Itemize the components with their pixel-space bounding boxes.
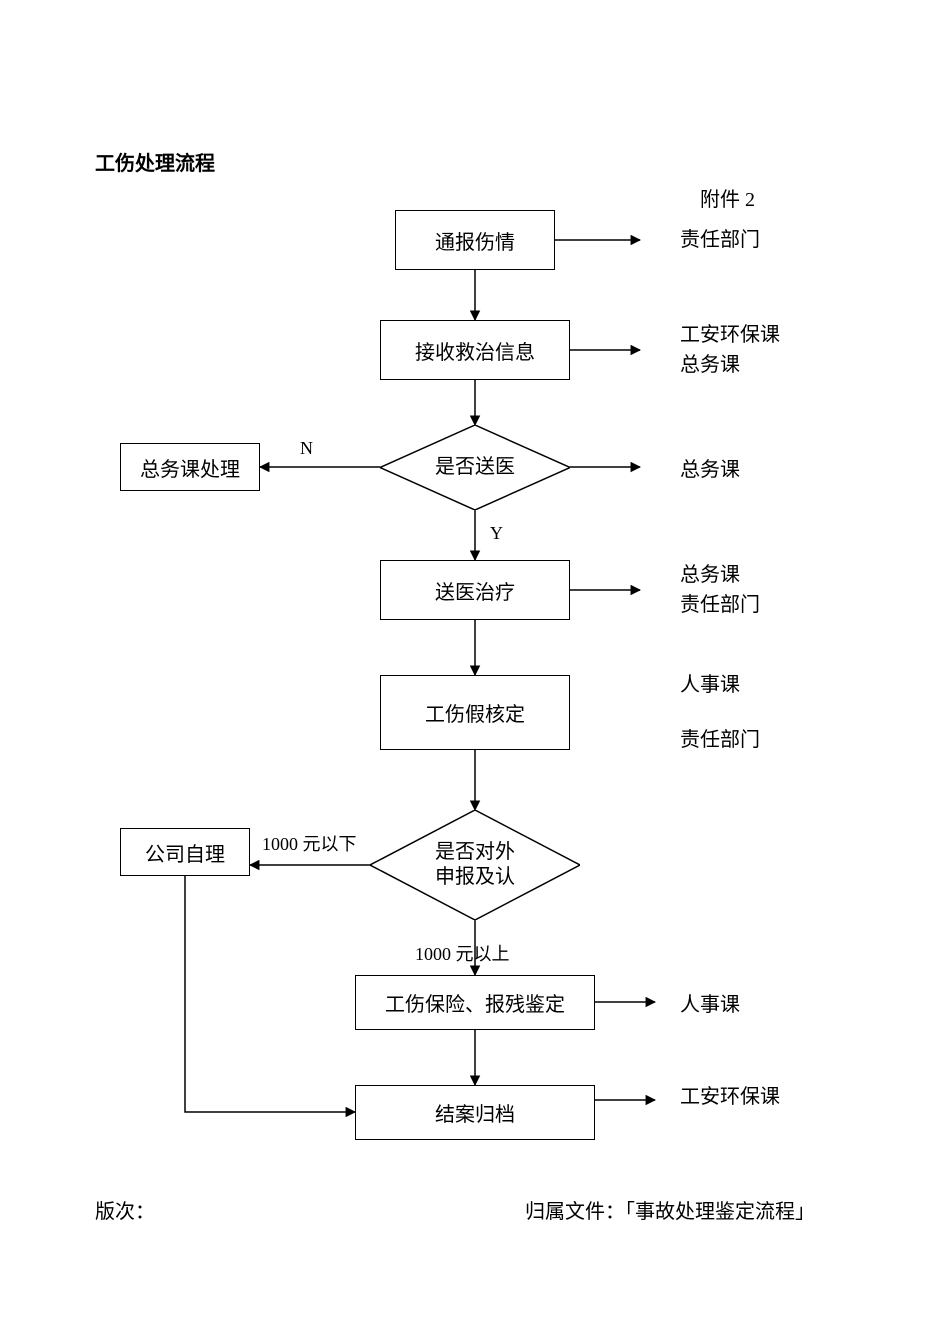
decision-hospital-label: 是否送医	[380, 425, 570, 510]
node-hospital-treatment: 送医治疗	[380, 560, 570, 620]
node-receive-info: 接收救治信息	[380, 320, 570, 380]
side-label-n6: 工安环保课	[680, 1082, 780, 1112]
node-close-archive: 结案归档	[355, 1085, 595, 1140]
side-label-n3: 总务课 责任部门	[680, 560, 760, 620]
node-leave-assessment: 工伤假核定	[380, 675, 570, 750]
side-label-d1: 总务课	[680, 455, 740, 485]
footer-left: 版次：	[95, 1195, 155, 1224]
edge-label-above-1000: 1000 元以上	[415, 940, 510, 966]
side-label-n4a: 人事课	[680, 670, 740, 700]
node-insurance-assessment: 工伤保险、报残鉴定	[355, 975, 595, 1030]
node-report-injury: 通报伤情	[395, 210, 555, 270]
page: 工伤处理流程 附件 2 通报伤情 接收救治信息 是否送医 总务课处理 送医治疗 …	[0, 0, 945, 1337]
node-general-affairs-handle: 总务课处理	[120, 443, 260, 491]
edge-label-Y: Y	[490, 523, 503, 544]
side-label-n2: 工安环保课 总务课	[680, 320, 780, 380]
side-label-n1: 责任部门	[680, 225, 760, 255]
decision-hospital: 是否送医	[380, 425, 570, 510]
edge-label-N: N	[300, 438, 313, 459]
decision-external-report: 是否对外 申报及认	[370, 810, 580, 920]
attachment-label: 附件 2	[700, 183, 755, 212]
decision-external-report-label: 是否对外 申报及认	[370, 810, 580, 920]
footer-right: 归属文件：「事故处理鉴定流程」	[525, 1195, 815, 1224]
page-title: 工伤处理流程	[95, 147, 215, 176]
side-label-n5: 人事课	[680, 990, 740, 1020]
edge-label-below-1000: 1000 元以下	[262, 830, 357, 856]
side-label-n4b: 责任部门	[680, 725, 760, 755]
node-company-self-handle: 公司自理	[120, 828, 250, 876]
